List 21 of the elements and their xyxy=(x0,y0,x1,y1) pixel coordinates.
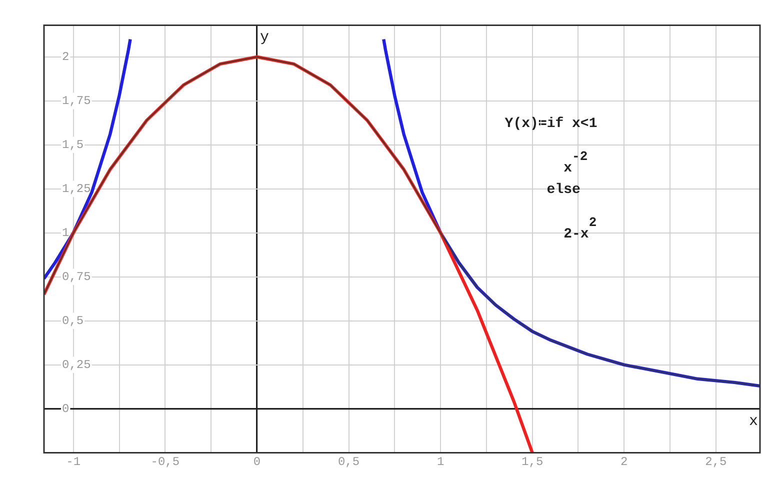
x-tick-label: -1 xyxy=(66,455,81,470)
x-tick-label: 0 xyxy=(253,455,261,470)
y-axis-title: y xyxy=(260,29,269,46)
y-tick-label: 0,75 xyxy=(62,270,91,284)
y-tick-label: 0,5 xyxy=(62,314,84,328)
x-tick-label: -0,5 xyxy=(150,455,180,470)
x-tick-label: 1,5 xyxy=(522,455,544,470)
x-tick-label: 2,5 xyxy=(705,455,727,470)
y-tick-label: 1 xyxy=(62,226,70,240)
y-tick-label: 1,5 xyxy=(62,138,84,152)
x-axis-title: x xyxy=(748,412,758,430)
y-tick-label: 0,25 xyxy=(62,358,91,372)
y-tick-label: 0 xyxy=(62,402,70,416)
y-tick-label: 1,75 xyxy=(62,94,91,108)
annotation: Y(x)≔if x<1 xyxy=(504,116,598,132)
x-tick-label: 2 xyxy=(620,455,628,470)
annotation: else xyxy=(546,182,580,198)
y-tick-label: 1,25 xyxy=(62,182,91,196)
x-tick-label: 0,5 xyxy=(338,455,360,470)
y-tick-label: 2 xyxy=(62,50,70,64)
x-tick-label: 1 xyxy=(436,455,444,470)
